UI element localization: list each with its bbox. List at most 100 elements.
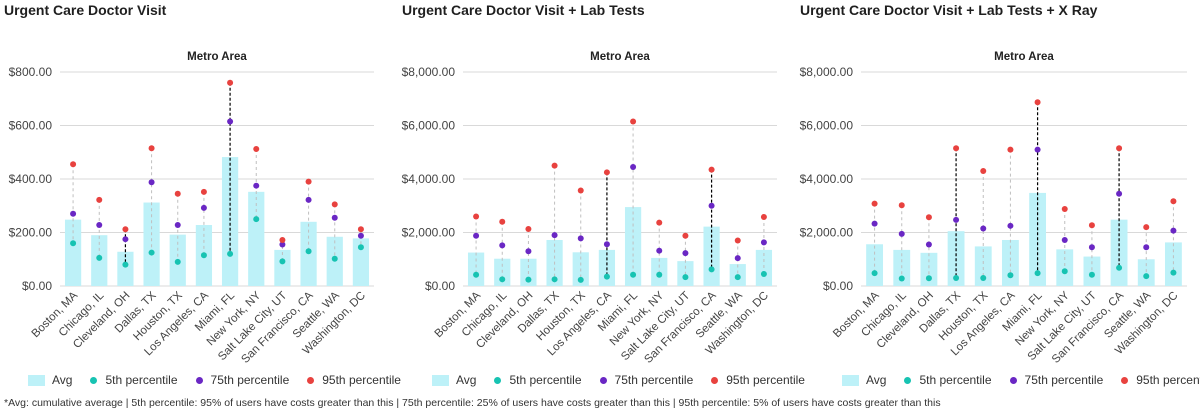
p95-dot [70,161,77,168]
p95-dot [1143,224,1150,231]
p75-dot [1034,146,1041,153]
legend-label-avg: Avg [52,373,73,387]
p5-dot [174,258,181,265]
p5-dot [357,244,364,251]
legend-dot-p75 [195,376,203,384]
p5-dot [70,240,77,247]
p75-dot [898,230,905,237]
legend-dot-p75 [1009,376,1017,384]
p95-dot [630,118,637,125]
legend-label-p5: 5th percentile [919,373,992,387]
p75-dot [70,210,77,217]
p5-dot [1143,273,1150,280]
p95-dot [331,201,338,208]
group-label: Metro Area [187,51,247,63]
legend-swatch-avg [432,374,449,386]
legend-item-p5: 5th percentile [904,373,992,387]
p75-dot [630,163,637,170]
p5-dot [148,249,155,256]
legend-item-avg: Avg [432,373,476,387]
avg-bar [248,191,265,286]
p5-dot [331,255,338,262]
p75-dot [279,241,286,248]
p75-dot [96,222,103,229]
p95-dot [1088,222,1095,229]
p75-dot [1143,244,1150,251]
p5-dot [551,276,558,283]
p75-dot [253,182,260,189]
p95-dot [96,196,103,203]
p5-dot [708,266,715,273]
p5-dot [1061,268,1068,275]
p75-dot [760,239,767,246]
legend-label-p75: 75th percentile [614,373,694,387]
p5-dot [279,258,286,265]
legend-item-p5: 5th percentile [494,373,582,387]
p5-dot [925,275,932,282]
chart-svg: Metro Area $0.00 $200.00 $400.00 $600.00 $800… [9,51,374,366]
p75-dot [122,236,129,243]
y-tick-label: $800.00 [9,65,53,79]
y-tick-label: $8,000.00 [800,65,854,79]
legend-item-p95: 95th percentile [1121,373,1200,387]
y-tick-label: $0.00 [22,279,52,293]
p95-dot [227,79,234,86]
legend-swatch-avg [28,374,45,386]
avg-bar [1056,249,1074,286]
p95-dot [734,237,741,244]
avg-bar [1137,259,1155,286]
chart-panel-doctor-visit-lab-xray: Urgent Care Doctor Visit + Lab Tests + X… [796,0,1200,392]
legend-label-avg: Avg [456,373,477,387]
p95-dot [357,226,364,233]
legend-dot-p5 [90,376,98,384]
legend-label-p5: 5th percentile [105,373,178,387]
p5-dot [603,273,610,280]
legend-item-p95: 95th percentile [307,373,401,387]
p95-dot [656,219,663,226]
y-tick-label: $6,000.00 [402,119,456,133]
chart-title: Urgent Care Doctor Visit + Lab Tests + X… [800,2,1098,18]
p75-dot [473,232,480,239]
p95-dot [473,213,480,220]
avg-bar [1110,219,1128,286]
p75-dot [1170,227,1177,234]
legend-label-p95: 95th percentile [726,373,805,387]
p75-dot [953,216,960,223]
avg-bar [624,207,642,286]
y-tick-label: $2,000.00 [800,226,854,240]
p5-dot [499,276,506,283]
group-label: Metro Area [590,51,650,63]
p5-dot [656,271,663,278]
avg-bar [221,157,239,286]
p75-dot [331,214,338,221]
p75-dot [925,241,932,248]
legend-item-avg: Avg [842,373,886,387]
p75-dot [551,232,558,239]
legend-dot-p5 [494,376,502,384]
p5-dot [305,248,312,255]
p75-dot [1061,236,1068,243]
p95-dot [898,202,905,209]
legend-item-p75: 75th percentile [195,373,290,387]
p95-dot [174,190,181,197]
p75-dot [1116,190,1123,197]
p95-dot [1007,146,1014,153]
legend-dot-p75 [599,376,607,384]
p5-dot [577,276,584,283]
p75-dot [980,225,987,232]
p5-dot [682,274,689,281]
legend-label-p95: 95th percentile [1136,373,1200,387]
legend-label-p95: 95th percentile [322,373,401,387]
p95-dot [682,232,689,239]
p5-dot [1007,272,1014,279]
p75-dot [499,242,506,249]
p5-dot [734,274,741,281]
avg-bar [1001,239,1019,286]
p75-dot [734,255,741,262]
legend-label-p75: 75th percentile [210,373,290,387]
legend-dot-p95 [711,376,719,384]
avg-bar [117,251,134,286]
p95-dot [708,166,715,173]
p95-dot [499,218,506,225]
p5-dot [525,276,532,283]
